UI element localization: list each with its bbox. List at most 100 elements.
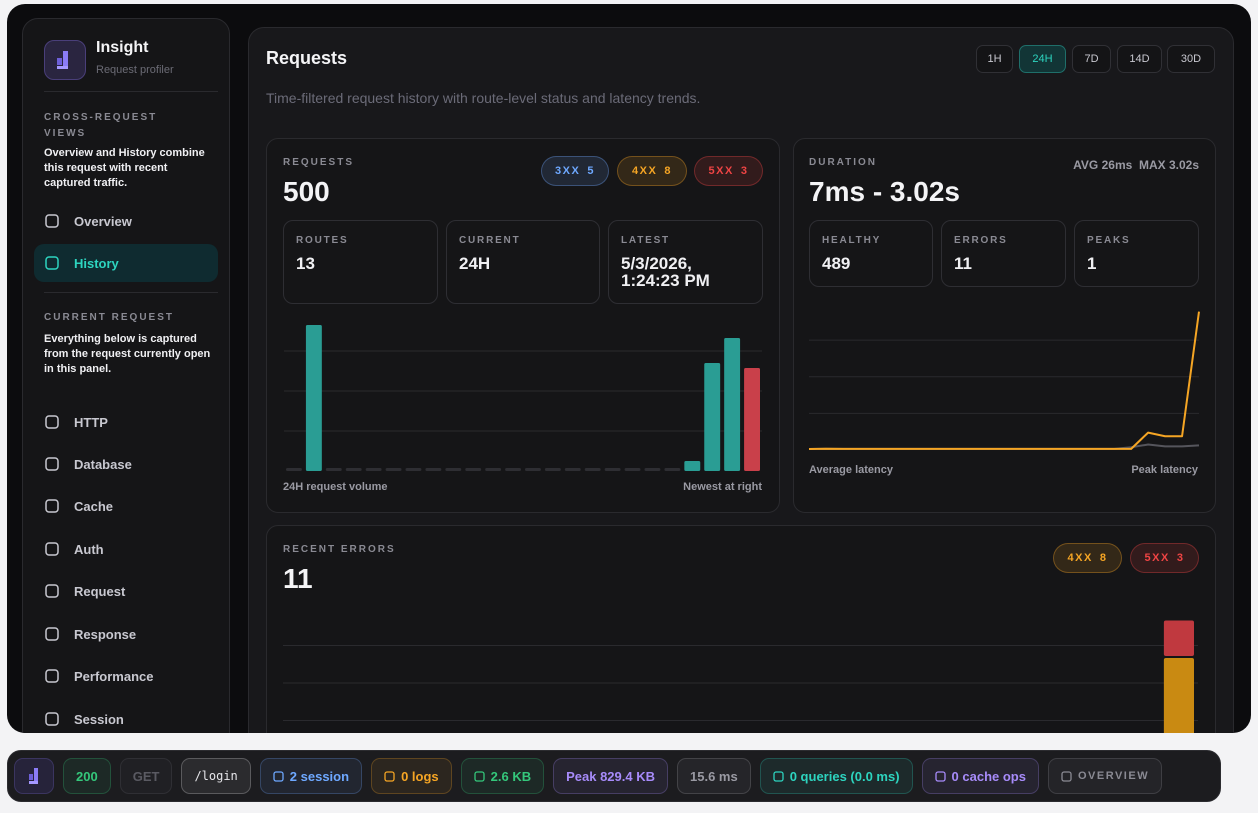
- card-value: 11: [283, 563, 313, 594]
- toolbar-pill[interactable]: 0 queries (0.0 ms): [759, 758, 913, 794]
- badge-label: 4XX: [632, 165, 658, 177]
- badge-count: 3: [1176, 552, 1185, 564]
- toolbar-pill[interactable]: Peak 829.4 KB: [553, 758, 669, 794]
- stat-value: 1: [1087, 254, 1097, 273]
- card-label: RECENT ERRORS: [283, 544, 396, 555]
- bar: [405, 468, 422, 471]
- nav-item[interactable]: Response: [34, 615, 218, 653]
- nav-icon: [45, 457, 59, 471]
- bar: [305, 325, 322, 471]
- icon-shape: [45, 627, 59, 641]
- icon-shape: [45, 256, 59, 270]
- icon-shape: [45, 214, 59, 228]
- nav-icon: [45, 499, 59, 513]
- bar: [544, 468, 561, 471]
- toolbar: 200 GET/login 2 session 0 logs 2.6 KB Peak 82…: [7, 750, 1221, 802]
- icon-shape: [45, 499, 59, 513]
- app-subtitle: Request profiler: [96, 64, 174, 76]
- toolbar-pill[interactable]: GET: [119, 758, 173, 794]
- stat-box: ERRORS 11: [941, 220, 1066, 287]
- pill-text: 2.6 KB: [490, 768, 532, 784]
- app-canvas: Insight Request profiler CROSS-REQUEST V…: [7, 4, 1251, 733]
- nav-icon: [45, 415, 59, 429]
- latency-line: [808, 311, 1200, 450]
- toolbar-pill[interactable]: 2.6 KB: [460, 758, 545, 794]
- stat-label: HEALTHY: [822, 235, 882, 246]
- bar: [445, 468, 462, 471]
- section-heading: CURRENT REQUEST: [44, 312, 175, 323]
- stat-box: LATEST 5/3/2026, 1:24:23 PM: [608, 220, 763, 304]
- toolbar-pill[interactable]: 0 cache ops: [921, 758, 1039, 794]
- pill-text: 2 session: [289, 768, 350, 784]
- icon-shape: [384, 770, 395, 782]
- sidebar: [22, 18, 230, 733]
- bar: [425, 468, 442, 471]
- pill-icon: [773, 770, 784, 782]
- stat-box: HEALTHY 489: [809, 220, 933, 287]
- nav-item[interactable]: Auth: [34, 530, 218, 568]
- nav-item[interactable]: Overview: [34, 202, 218, 240]
- stat-box: ROUTES 13: [283, 220, 438, 304]
- pill-text: OVERVIEW: [1077, 770, 1150, 782]
- pill-icon: [384, 770, 395, 782]
- section-heading: CROSS-REQUEST VIEWS: [44, 112, 158, 139]
- range-button[interactable]: 24H: [1019, 45, 1066, 73]
- requests-card: [266, 138, 780, 513]
- nav-item[interactable]: Cache: [34, 487, 218, 525]
- badge-count: 3: [740, 165, 749, 177]
- status-badge: 4XX 8: [617, 156, 687, 186]
- avg-duration: AVG 26ms: [1073, 158, 1133, 172]
- range-button[interactable]: 14D: [1117, 45, 1162, 73]
- nav-item[interactable]: HTTP: [34, 403, 218, 441]
- nav-item[interactable]: Session: [34, 700, 218, 733]
- nav-item[interactable]: Database: [34, 445, 218, 483]
- toolbar-logo[interactable]: [14, 758, 54, 794]
- divider: [44, 292, 218, 293]
- bar: [644, 468, 661, 471]
- stat-value: 11: [954, 254, 972, 273]
- nav-label: Overview: [74, 213, 132, 229]
- range-button[interactable]: 7D: [1072, 45, 1111, 73]
- bar: [465, 468, 482, 471]
- pill-icon: [1061, 770, 1072, 782]
- toolbar-pill[interactable]: 15.6 ms: [677, 758, 751, 794]
- stat-label: ERRORS: [954, 235, 1008, 246]
- badge-count: 5: [587, 165, 595, 177]
- error-bar-segment: [1163, 658, 1194, 733]
- app-name: Insight: [96, 39, 149, 56]
- bar: [624, 468, 641, 471]
- nav-item[interactable]: Performance: [34, 657, 218, 695]
- badge-label: 3XX: [555, 165, 581, 177]
- divider: [44, 91, 218, 92]
- icon-shape: [473, 770, 485, 782]
- toolbar-pill[interactable]: /login: [181, 758, 251, 794]
- bar: [704, 363, 721, 471]
- nav-label: Request: [74, 583, 126, 599]
- toolbar-pill[interactable]: 0 logs: [371, 758, 452, 794]
- range-button[interactable]: 1H: [976, 45, 1013, 73]
- app-window: Insight Request profiler CROSS-REQUEST V…: [7, 4, 1251, 733]
- badge-count: 8: [1099, 552, 1108, 564]
- section-description: Everything below is captured from the re…: [44, 333, 211, 375]
- card-value: 500: [283, 176, 330, 207]
- pill-text: 0 cache ops: [951, 768, 1026, 784]
- bar: [684, 461, 701, 471]
- toolbar-pill[interactable]: 200: [63, 758, 111, 794]
- legend-entry: Peak latency: [1131, 464, 1198, 476]
- pill-text: 15.6 ms: [690, 768, 738, 784]
- icon-shape: [773, 770, 784, 782]
- icon-shape: [45, 669, 59, 683]
- icon-shape: [273, 770, 284, 782]
- nav-label: HTTP: [74, 414, 108, 430]
- nav-icon: [45, 214, 59, 228]
- bar: [345, 468, 362, 471]
- nav-item[interactable]: History: [34, 244, 218, 282]
- toolbar-pill[interactable]: 2 session: [259, 758, 363, 794]
- icon-shape: [45, 457, 59, 471]
- status-badge: 5XX 3: [1130, 543, 1199, 573]
- nav-item[interactable]: Request: [34, 572, 218, 610]
- range-button[interactable]: 30D: [1167, 45, 1215, 73]
- toolbar-pill[interactable]: OVERVIEW: [1047, 758, 1163, 794]
- bar: [744, 368, 760, 471]
